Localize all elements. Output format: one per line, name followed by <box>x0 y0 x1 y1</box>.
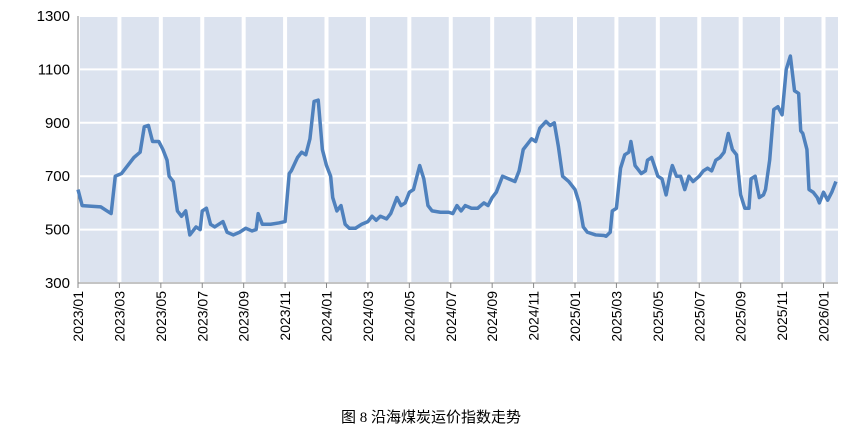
x-tick-label: 2023/03 <box>111 291 127 342</box>
x-tick-label: 2024/03 <box>360 291 376 342</box>
y-tick-label: 1300 <box>37 8 70 25</box>
x-tick-label: 2025/07 <box>691 291 707 342</box>
x-tick-label: 2024/05 <box>401 291 417 342</box>
y-tick-label: 1100 <box>38 61 70 78</box>
x-tick-label: 2025/05 <box>650 291 666 342</box>
series-line <box>76 54 838 239</box>
x-tick-label: 2024/01 <box>319 291 335 342</box>
y-tick-label: 300 <box>45 275 70 292</box>
chart-title: 图 8 沿海煤炭运价指数走势 <box>341 409 521 426</box>
x-tick-label: 2024/11 <box>526 291 542 341</box>
x-tick-label: 2024/07 <box>443 291 459 342</box>
x-tick-label: 2025/03 <box>608 291 624 342</box>
x-tick-label: 2023/07 <box>194 291 210 342</box>
y-tick-label: 900 <box>45 115 70 132</box>
x-tick-label: 2026/01 <box>816 291 832 342</box>
x-tick-label: 2023/11 <box>277 291 293 341</box>
x-tick-label: 2023/05 <box>153 291 169 342</box>
x-tick-label: 2025/11 <box>774 291 790 341</box>
x-tick-label: 2023/01 <box>70 291 86 342</box>
x-tick-label: 2025/09 <box>733 291 749 342</box>
x-tick-label: 2025/01 <box>567 291 583 342</box>
plot-background <box>78 16 838 283</box>
y-tick-label: 700 <box>45 168 70 185</box>
x-tick-label: 2023/09 <box>236 291 252 342</box>
x-tick-label: 2024/09 <box>484 291 500 342</box>
y-tick-label: 500 <box>45 222 70 239</box>
